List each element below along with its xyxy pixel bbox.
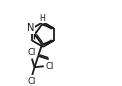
Text: Cl: Cl (45, 62, 54, 71)
Text: Cl: Cl (27, 77, 36, 86)
Text: H: H (39, 14, 45, 23)
Text: Cl: Cl (27, 48, 36, 57)
Text: N: N (27, 23, 35, 33)
Text: O: O (45, 61, 52, 70)
